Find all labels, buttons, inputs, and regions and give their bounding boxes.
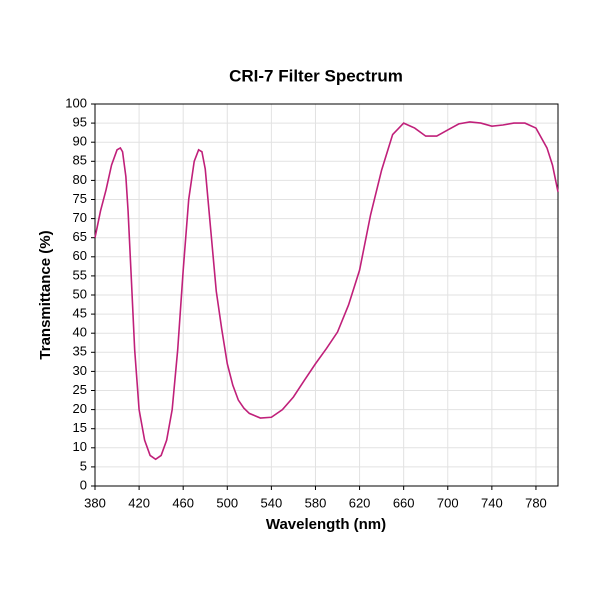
plot-frame	[94, 103, 559, 487]
y-tick-label: 5	[80, 458, 87, 473]
y-tick-label: 90	[73, 134, 87, 149]
data-line	[94, 121, 559, 461]
chart-title: CRI-7 Filter Spectrum	[229, 66, 403, 85]
y-tick-label: 80	[73, 172, 87, 187]
y-tick-label: 20	[73, 401, 87, 416]
y-axis-label: Transmittance (%)	[37, 230, 54, 359]
y-tick-label: 0	[80, 477, 87, 492]
y-tick-label: 85	[73, 153, 87, 168]
y-tick-label: 65	[73, 229, 87, 244]
y-tick-label: 30	[73, 363, 87, 378]
x-tick-label: 500	[216, 495, 238, 510]
y-tick-label: 75	[73, 191, 87, 206]
y-tick-label: 70	[73, 210, 87, 225]
x-axis-label: Wavelength (nm)	[266, 516, 386, 533]
y-tick-label: 25	[73, 382, 87, 397]
y-tick-label: 60	[73, 248, 87, 263]
x-tick-label: 780	[525, 495, 547, 510]
x-tick-label: 540	[261, 495, 283, 510]
x-tick-label: 700	[437, 495, 459, 510]
y-tick-label: 55	[73, 267, 87, 282]
x-tick-label: 580	[305, 495, 327, 510]
y-tick-label: 10	[73, 439, 87, 454]
x-tick-label: 420	[128, 495, 150, 510]
y-tick-label: 40	[73, 325, 87, 340]
x-tick-label: 460	[172, 495, 194, 510]
y-tick-label: 15	[73, 420, 87, 435]
x-tick-label: 380	[84, 495, 106, 510]
x-tick-label: 620	[349, 495, 371, 510]
y-tick-label: 50	[73, 286, 87, 301]
y-tick-label: 35	[73, 344, 87, 359]
x-tick-label: 660	[393, 495, 415, 510]
y-tick-label: 100	[65, 95, 87, 110]
y-tick-label: 95	[73, 115, 87, 130]
y-tick-label: 45	[73, 306, 87, 321]
x-tick-label: 740	[481, 495, 503, 510]
